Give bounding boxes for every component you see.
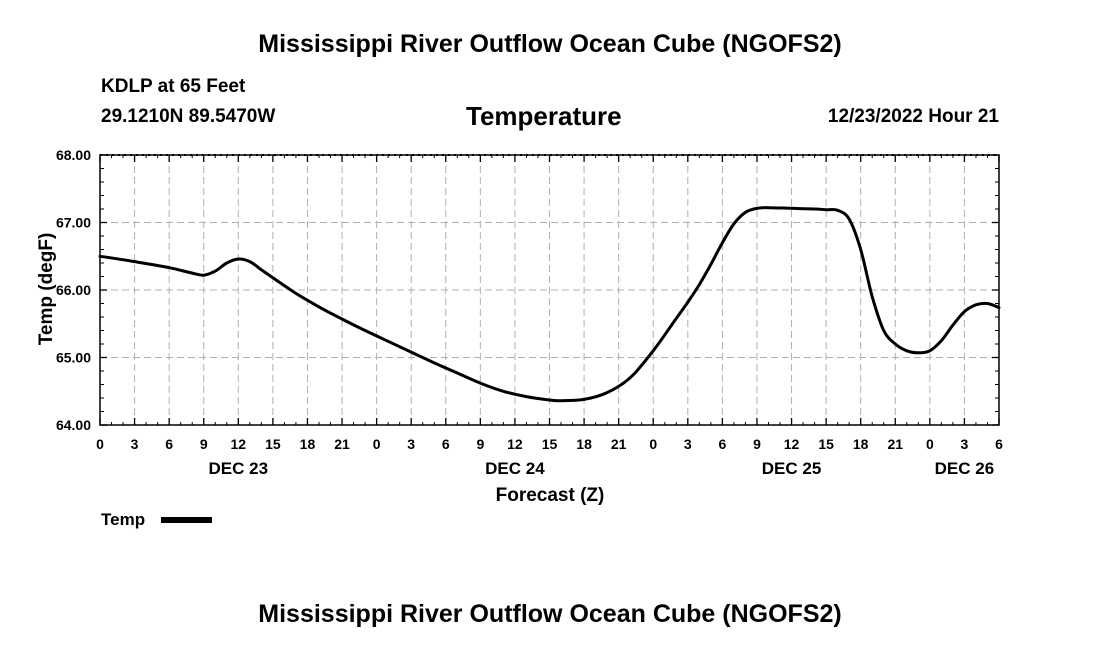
x-tick-label: 21 — [334, 436, 350, 452]
x-tick-label: 3 — [407, 436, 415, 452]
axis-ticks — [99, 154, 1000, 426]
x-tick-label: 3 — [131, 436, 139, 452]
x-tick-label: 0 — [926, 436, 934, 452]
station-coordinates: 29.1210N 89.5470W — [101, 106, 276, 127]
y-tick-label: 64.00 — [56, 417, 91, 433]
x-tick-label: 3 — [961, 436, 969, 452]
x-tick-label: 15 — [542, 436, 558, 452]
chart-title: Temperature — [466, 101, 622, 131]
series-temp-line — [98, 206, 1001, 403]
day-label: DEC 24 — [485, 459, 545, 478]
y-tick-label: 68.00 — [56, 147, 91, 163]
x-tick-label: 6 — [442, 436, 450, 452]
x-tick-label: 18 — [853, 436, 869, 452]
x-tick-label: 0 — [649, 436, 657, 452]
y-tick-label: 67.00 — [56, 215, 91, 231]
x-tick-label: 15 — [265, 436, 281, 452]
y-tick-labels: 64.00 65.00 66.00 67.00 68.00 — [56, 147, 91, 433]
day-label: DEC 26 — [935, 459, 995, 478]
day-label: DEC 25 — [762, 459, 822, 478]
x-tick-label: 6 — [995, 436, 1003, 452]
grid-lines — [100, 155, 999, 425]
x-tick-label: 9 — [200, 436, 208, 452]
day-labels: DEC 23 DEC 24 DEC 25 DEC 26 — [209, 459, 995, 478]
x-tick-label: 15 — [818, 436, 834, 452]
x-tick-label: 18 — [576, 436, 592, 452]
forecast-timestamp: 12/23/2022 Hour 21 — [827, 106, 999, 127]
x-tick-label: 9 — [753, 436, 761, 452]
x-tick-label: 9 — [476, 436, 484, 452]
x-tick-label: 0 — [373, 436, 381, 452]
x-tick-label: 18 — [300, 436, 316, 452]
page-title: Mississippi River Outflow Ocean Cube (NG… — [258, 30, 842, 58]
x-tick-label: 3 — [684, 436, 692, 452]
x-tick-label: 12 — [231, 436, 247, 452]
x-tick-label: 12 — [507, 436, 523, 452]
day-label: DEC 23 — [209, 459, 269, 478]
x-tick-label: 6 — [718, 436, 726, 452]
x-tick-labels: 0 3 6 9 12 15 18 21 0 3 6 9 12 15 18 21 0 3 6 9 12 15 18 21 0 3 6 — [96, 436, 1003, 452]
legend-label-temp: Temp — [101, 510, 145, 529]
x-tick-label: 12 — [784, 436, 800, 452]
y-tick-label: 66.00 — [56, 282, 91, 298]
x-axis-label: Forecast (Z) — [496, 485, 605, 506]
footer-title: Mississippi River Outflow Ocean Cube (NG… — [258, 600, 842, 628]
station-name: KDLP at 65 Feet — [101, 76, 246, 97]
x-tick-label: 21 — [887, 436, 903, 452]
x-tick-label: 21 — [611, 436, 627, 452]
x-tick-label: 0 — [96, 436, 104, 452]
y-tick-label: 65.00 — [56, 350, 91, 366]
x-tick-label: 6 — [165, 436, 173, 452]
